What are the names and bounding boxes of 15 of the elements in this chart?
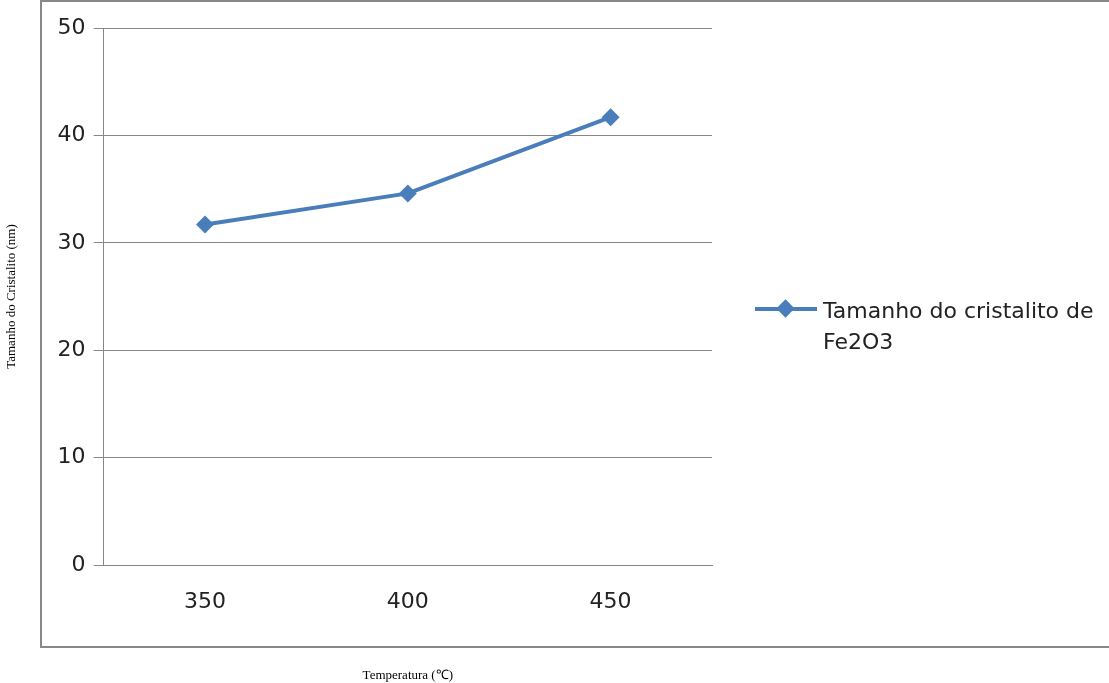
y-axis-title: Tamanho do Cristalito (nm) <box>3 224 19 369</box>
y-tick-label: 40 <box>57 121 86 147</box>
y-tick-label: 30 <box>57 228 86 254</box>
y-tick-label: 0 <box>71 550 86 576</box>
y-tick-label: 20 <box>57 335 86 361</box>
y-tick-label: 10 <box>57 443 86 469</box>
legend-label: Tamanho do cristalito de Fe2O3 <box>823 297 1095 356</box>
y-tick-label: 50 <box>57 13 86 39</box>
x-tick-label: 450 <box>589 587 632 613</box>
x-axis-title: Temperatura (℃) <box>362 666 453 682</box>
x-tick-label: 400 <box>386 587 429 613</box>
point <box>601 108 620 127</box>
point <box>196 215 214 234</box>
point <box>398 184 417 203</box>
x-tick-label: 350 <box>184 587 226 613</box>
